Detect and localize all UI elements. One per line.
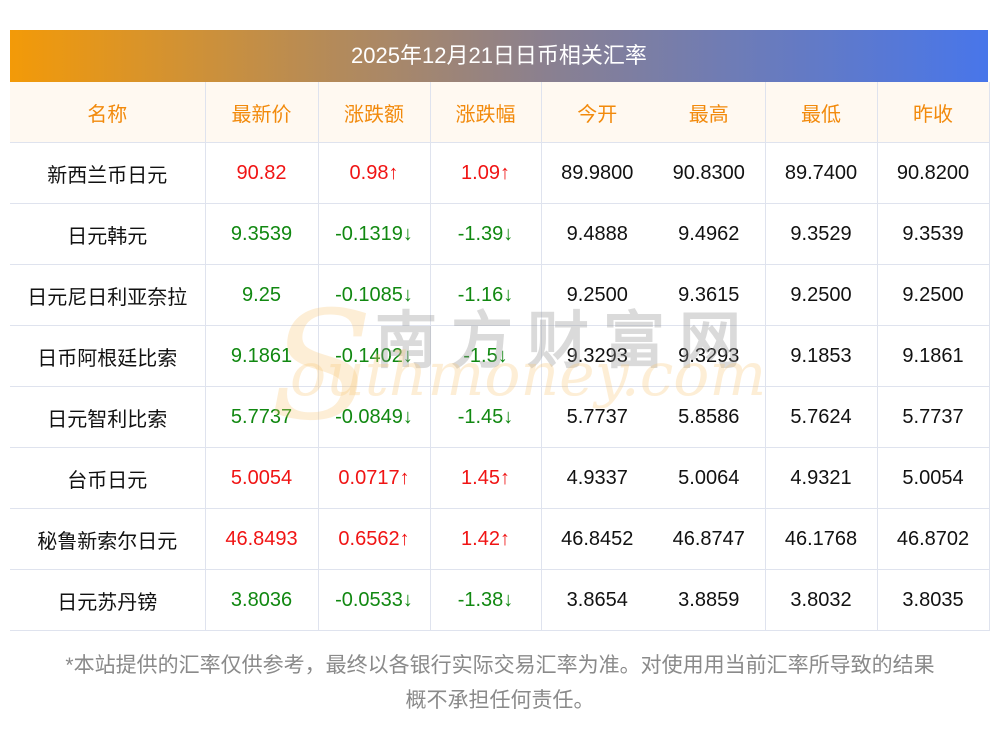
cell-change: -0.1085↓ — [317, 264, 431, 326]
cell-name: 日元韩元 — [10, 203, 206, 265]
cell-low: 3.8032 — [764, 569, 878, 631]
cell-prev: 5.7737 — [876, 386, 990, 448]
cell-pct: 1.42↑ — [429, 508, 542, 570]
cell-name: 日币阿根廷比索 — [10, 325, 206, 387]
cell-prev: 90.8200 — [876, 142, 990, 204]
table-row: 日元尼日利亚奈拉 9.25 -0.1085↓ -1.16↓ 9.2500 9.3615 9.… — [10, 264, 990, 326]
cell-high: 9.4962 — [653, 203, 766, 265]
cell-name: 日元尼日利亚奈拉 — [10, 264, 206, 326]
cell-name: 秘鲁新索尔日元 — [10, 508, 206, 570]
table-title: 2025年12月21日日币相关汇率 — [10, 30, 988, 82]
column-header: 涨跌幅 — [429, 82, 542, 143]
table-row: 新西兰币日元 90.82 0.98↑ 1.09↑ 89.9800 90.8300 89.74… — [10, 142, 990, 204]
table-row: 台币日元 5.0054 0.0717↑ 1.45↑ 4.9337 5.0064 4.9321… — [10, 447, 990, 509]
cell-price: 5.0054 — [204, 447, 319, 509]
cell-prev: 5.0054 — [876, 447, 990, 509]
cell-low: 4.9321 — [764, 447, 878, 509]
cell-open: 9.2500 — [540, 264, 653, 326]
cell-change: -0.0849↓ — [317, 386, 431, 448]
cell-open: 9.4888 — [540, 203, 653, 265]
cell-high: 5.8586 — [653, 386, 766, 448]
rate-table-panel: 2025年12月21日日币相关汇率 名称 最新价 涨跌额 涨跌幅 今开 最高 最低 昨收 新西… — [10, 30, 990, 631]
cell-name: 日元苏丹镑 — [10, 569, 206, 631]
cell-name: 日元智利比索 — [10, 386, 206, 448]
column-header: 最高 — [653, 82, 766, 143]
cell-change: 0.6562↑ — [317, 508, 431, 570]
cell-high: 90.8300 — [653, 142, 766, 204]
cell-high: 5.0064 — [653, 447, 766, 509]
cell-price: 5.7737 — [204, 386, 319, 448]
cell-high: 9.3293 — [653, 325, 766, 387]
cell-low: 9.1853 — [764, 325, 878, 387]
cell-name: 新西兰币日元 — [10, 142, 206, 204]
cell-low: 5.7624 — [764, 386, 878, 448]
cell-prev: 9.2500 — [876, 264, 990, 326]
column-header: 最低 — [764, 82, 878, 143]
cell-low: 89.7400 — [764, 142, 878, 204]
cell-open: 4.9337 — [540, 447, 653, 509]
cell-open: 46.8452 — [540, 508, 653, 570]
cell-pct: -1.16↓ — [429, 264, 542, 326]
cell-pct: 1.45↑ — [429, 447, 542, 509]
cell-prev: 46.8702 — [876, 508, 990, 570]
cell-pct: 1.09↑ — [429, 142, 542, 204]
table-row: 日元苏丹镑 3.8036 -0.0533↓ -1.38↓ 3.8654 3.8859 3.8… — [10, 569, 990, 631]
column-header: 涨跌额 — [317, 82, 431, 143]
cell-price: 46.8493 — [204, 508, 319, 570]
cell-pct: -1.5↓ — [429, 325, 542, 387]
cell-change: -0.1319↓ — [317, 203, 431, 265]
cell-price: 9.3539 — [204, 203, 319, 265]
cell-prev: 9.3539 — [876, 203, 990, 265]
disclaimer-line-1: *本站提供的汇率仅供参考，最终以各银行实际交易汇率为准。对使用用当前汇率所导致的… — [65, 654, 935, 677]
table-header-row: 名称 最新价 涨跌额 涨跌幅 今开 最高 最低 昨收 — [10, 82, 990, 143]
cell-price: 9.25 — [204, 264, 319, 326]
column-header: 最新价 — [204, 82, 319, 143]
cell-low: 9.3529 — [764, 203, 878, 265]
exchange-rate-table: 名称 最新价 涨跌额 涨跌幅 今开 最高 最低 昨收 新西兰币日元 90.82 0.98↑ 1.09… — [10, 82, 990, 631]
cell-open: 9.3293 — [540, 325, 653, 387]
cell-pct: -1.39↓ — [429, 203, 542, 265]
table-row: 日元韩元 9.3539 -0.1319↓ -1.39↓ 9.4888 9.4962 9.35… — [10, 203, 990, 265]
cell-open: 89.9800 — [540, 142, 653, 204]
cell-name: 台币日元 — [10, 447, 206, 509]
cell-open: 5.7737 — [540, 386, 653, 448]
cell-change: -0.1402↓ — [317, 325, 431, 387]
cell-pct: -1.45↓ — [429, 386, 542, 448]
cell-open: 3.8654 — [540, 569, 653, 631]
cell-high: 3.8859 — [653, 569, 766, 631]
cell-prev: 3.8035 — [876, 569, 990, 631]
column-header: 昨收 — [876, 82, 990, 143]
cell-price: 9.1861 — [204, 325, 319, 387]
cell-low: 9.2500 — [764, 264, 878, 326]
cell-pct: -1.38↓ — [429, 569, 542, 631]
table-row: 日币阿根廷比索 9.1861 -0.1402↓ -1.5↓ 9.3293 9.3293 9.… — [10, 325, 990, 387]
disclaimer-line-2: 概不承担任何责任。 — [405, 689, 595, 712]
table-row: 秘鲁新索尔日元 46.8493 0.6562↑ 1.42↑ 46.8452 46.8747… — [10, 508, 990, 570]
cell-price: 3.8036 — [204, 569, 319, 631]
cell-high: 9.3615 — [653, 264, 766, 326]
cell-change: -0.0533↓ — [317, 569, 431, 631]
cell-prev: 9.1861 — [876, 325, 990, 387]
column-header: 名称 — [10, 82, 206, 143]
disclaimer-note: *本站提供的汇率仅供参考，最终以各银行实际交易汇率为准。对使用用当前汇率所导致的… — [10, 648, 990, 718]
column-header: 今开 — [540, 82, 653, 143]
cell-change: 0.98↑ — [317, 142, 431, 204]
cell-price: 90.82 — [204, 142, 319, 204]
cell-high: 46.8747 — [653, 508, 766, 570]
cell-change: 0.0717↑ — [317, 447, 431, 509]
table-row: 日元智利比索 5.7737 -0.0849↓ -1.45↓ 5.7737 5.8586 5.… — [10, 386, 990, 448]
cell-low: 46.1768 — [764, 508, 878, 570]
